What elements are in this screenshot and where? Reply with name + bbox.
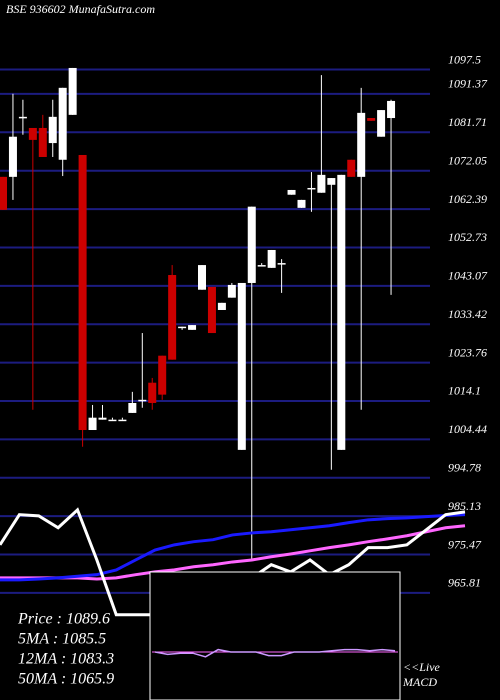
candle-body [227,284,236,298]
candle-body [108,419,117,422]
chart-title: BSE 936602 MunafaSutra.com [6,2,155,16]
candle-body [118,419,127,422]
candle-body [158,355,167,395]
candle-body [237,282,246,450]
macd-line [154,648,396,658]
y-tick-label: 1062.39 [448,192,487,206]
moving-average-line [0,513,466,582]
candle-body [317,174,326,193]
y-tick-label: 1052.73 [448,230,487,244]
candle-body [48,116,57,144]
candle-body [178,326,187,329]
y-tick-label: 1014.1 [448,384,481,398]
info-text: Price : 1089.6 [17,611,110,628]
y-tick-label: 1023.76 [448,345,487,359]
y-tick-label: 1004.44 [448,422,487,436]
info-text: 12MA : 1083.3 [18,651,114,668]
candle-body [78,154,87,431]
y-tick-label: 965.81 [448,576,481,590]
candle-body [307,187,316,190]
candle-body [347,159,356,177]
candle-body [28,127,37,140]
y-tick-label: 1097.5 [448,52,481,66]
candle-body [217,302,226,310]
info-text: 5MA : 1085.5 [18,631,106,648]
candle-body [88,417,97,431]
y-tick-label: 975.47 [448,537,482,551]
candle-body [18,116,27,119]
candle-body [267,249,276,268]
macd-label: MACD [402,675,437,689]
candle-body [138,399,147,402]
candle-body [168,275,177,360]
candle-body [377,110,386,137]
candle-body [297,199,306,208]
candle-body [247,206,256,283]
y-tick-label: 1091.37 [448,77,488,91]
candle-body [0,176,7,210]
candle-body [337,174,346,450]
candle-body [207,286,216,334]
candle-body [327,178,336,185]
candle-body [257,265,266,267]
candle-body [68,67,77,115]
candle-body [148,382,157,403]
macd-panel [149,571,401,700]
candle-body [188,325,197,330]
y-tick-label: 1081.71 [448,115,487,129]
y-tick-label: 985.13 [448,499,481,513]
candle-body [367,118,376,121]
candle-body [8,136,17,177]
candle-body [38,127,47,157]
y-tick-label: 1033.42 [448,307,487,321]
y-tick-label: 994.78 [448,461,481,475]
y-tick-label: 1072.05 [448,153,487,167]
macd-label: <<Live [403,660,441,674]
moving-average-line [0,524,466,581]
y-tick-label: 1043.07 [448,269,488,283]
candle-body [128,402,137,413]
candle-body [198,265,206,290]
candle-body [387,100,396,119]
candle-body [287,189,296,195]
candle-body [357,112,366,177]
candle-body [98,417,107,420]
candle-body [58,87,67,160]
candle-body [277,263,286,265]
info-text: 50MA : 1065.9 [18,671,114,688]
